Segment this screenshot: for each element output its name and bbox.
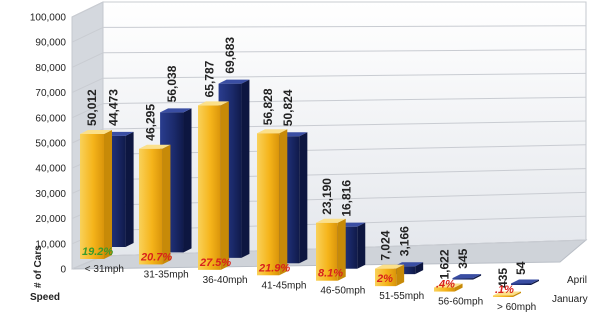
y-tick-label: 80,000 [35,63,66,74]
data-label-april: 69,683 [223,37,237,74]
bar-january [139,144,171,265]
series-label-january: January [552,294,588,305]
data-label-january: 1,622 [437,249,451,279]
data-label-january: 7,024 [379,230,393,260]
data-label-january: 435 [496,268,510,288]
y-tick-label: 30,000 [35,189,66,200]
gridline [102,49,587,54]
percent-label: 20.7% [140,251,172,263]
percent-label: .1% [495,284,514,296]
bar-january [80,129,112,259]
data-labels: 50,012 44,473 19.2% 46,295 56,038 20.7% 65,787… [82,37,528,296]
data-label-january: 65,787 [202,60,216,97]
bar-january [257,129,288,276]
gridline [102,25,587,28]
percent-label: 8.1% [318,268,343,280]
data-label-january: 23,190 [320,178,334,215]
x-tick-label: < 31mph [85,264,124,275]
gridline-side [71,1,104,18]
y-axis-ticks: 0 10,000 20,000 30,000 40,000 50,000 60,000 70,… [30,13,67,276]
data-label-april: 44,473 [107,89,121,126]
y-tick-label: 40,000 [35,164,66,175]
gridline-side [71,52,104,68]
y-tick-label: 20,000 [35,214,66,225]
data-label-april: 56,038 [165,65,179,102]
percent-label: .4% [436,279,455,291]
series-labels: April January [552,275,588,305]
data-label-april: 16,816 [339,180,353,217]
x-tick-label: 46-50mph [320,286,365,297]
bar-april [511,279,539,285]
x-tick-label: 31-35mph [144,269,189,280]
bars [80,79,539,297]
gridline-side [71,77,104,94]
percent-label: 21.9% [258,262,290,274]
series-label-april: April [567,275,587,286]
x-tick-label: 51-55mph [379,291,424,302]
data-label-april: 54 [514,261,528,275]
x-tick-label: 56-60mph [438,297,483,308]
data-label-april: 345 [456,248,470,268]
gridline-side [71,26,104,43]
y-tick-label: 50,000 [35,139,66,150]
data-label-january: 50,012 [85,89,99,126]
y-tick-label: 0 [60,265,66,276]
bar-january [316,218,346,281]
bar-january [198,101,229,270]
bar-january [375,264,405,287]
gridline [102,96,587,105]
x-axis-ticks: < 31mph 31-35mph 36-40mph 41-45mph 46-50mph 5… [85,264,536,313]
x-tick-label: > 60mph [497,302,536,313]
data-label-january: 56,828 [261,88,275,125]
bar-january [434,283,463,292]
bar-april [452,274,482,280]
y-tick-label: 60,000 [35,113,66,124]
y-tick-label: 100,000 [30,13,67,24]
percent-label: 2% [376,273,393,285]
bar-january [493,291,521,297]
y-tick-label: 90,000 [35,38,66,49]
percent-label: 19.2% [82,246,113,258]
x-tick-label: 41-45mph [261,280,306,291]
percent-label: 27.5% [199,257,231,269]
data-label-april: 50,824 [281,89,295,126]
x-axis-title: Speed [30,292,60,303]
y-tick-label: 10,000 [35,239,66,250]
data-label-january: 46,295 [144,104,158,141]
y-tick-label: 70,000 [35,88,66,99]
gridline [102,72,587,79]
y-axis-title: # of Cars [33,245,44,288]
gridline-side [71,103,104,119]
data-label-april: 3,166 [398,226,412,256]
x-tick-label: 36-40mph [203,275,248,286]
